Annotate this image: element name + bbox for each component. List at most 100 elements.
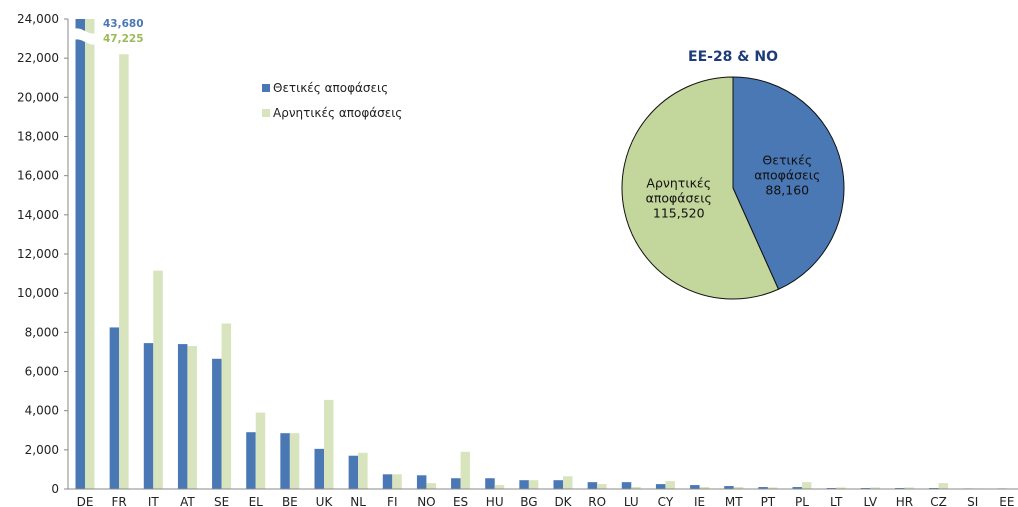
bar-negative [597, 484, 607, 489]
legend-swatch [262, 84, 270, 92]
x-tick-label: DE [77, 495, 94, 507]
x-tick-label: UK [316, 495, 334, 507]
bar-negative [494, 485, 505, 489]
legend-label: Θετικές αποφάσεις [273, 81, 388, 95]
bar-positive [621, 482, 632, 489]
y-tick-label: 10,000 [17, 286, 59, 300]
x-tick-label: AT [180, 495, 195, 507]
pie-slice-positive [732, 76, 845, 290]
x-tick-label: IT [148, 495, 160, 507]
x-tick-label: FI [387, 495, 397, 507]
bar-positive [519, 480, 529, 489]
bar-positive [75, 19, 85, 489]
bar-negative [631, 487, 641, 489]
bar-negative [699, 487, 710, 489]
bar-positive [655, 484, 666, 489]
pie-slice-value: 88,160 [765, 182, 809, 197]
y-tick-label: 16,000 [17, 169, 59, 183]
bar-positive [690, 485, 700, 489]
bar-negative [119, 54, 129, 489]
x-tick-label: CY [658, 495, 674, 507]
bar-negative [426, 483, 436, 489]
bar-negative [221, 323, 232, 489]
pie-chart: EE-28 & NOΘετικέςαποφάσεις88,160Αρνητικέ… [621, 49, 845, 300]
bar-positive [451, 478, 461, 489]
pie-slice-name: αποφάσεις [754, 167, 820, 182]
pie-slice-name: αποφάσεις [646, 191, 712, 206]
x-tick-label: PL [795, 495, 809, 507]
bar-series: 43,680 47,225 [71, 18, 1017, 489]
y-tick-label: 6,000 [25, 365, 59, 379]
x-tick-label: SI [967, 495, 978, 507]
y-axis: 0 2,000 4,000 6,000 8,000 10,000 12,000 14,000 1… [17, 12, 69, 496]
bar-negative [187, 346, 197, 489]
bar-negative [324, 399, 334, 489]
bar-positive [177, 344, 188, 489]
pie-slice-name: Θετικές [762, 152, 812, 167]
x-tick-label: HU [486, 495, 504, 507]
pie-slice-value: 115,520 [653, 206, 705, 221]
bar-negative [665, 481, 675, 489]
y-tick-label: 24,000 [17, 12, 59, 26]
bar-negative [733, 487, 744, 489]
bar-negative [836, 487, 846, 489]
x-tick-label: EL [249, 495, 264, 507]
x-tick-label: IE [694, 495, 705, 507]
x-tick-label: RO [588, 495, 606, 507]
bar-negative [153, 270, 163, 489]
x-tick-label: DK [554, 495, 572, 507]
bar-positive [348, 455, 359, 489]
bar-negative [85, 19, 95, 489]
bar-negative [358, 452, 368, 489]
bar-positive [109, 327, 120, 489]
x-tick-label: CZ [930, 495, 947, 507]
x-tick-label: BE [282, 495, 298, 507]
bar-positive [758, 487, 768, 489]
y-tick-label: 0 [51, 482, 59, 496]
y-tick-label: 18,000 [17, 130, 59, 144]
bar-negative [870, 487, 880, 489]
bar-negative [563, 476, 573, 489]
bar-negative [802, 482, 812, 489]
y-tick-label: 2,000 [25, 443, 59, 457]
bar-positive [553, 480, 563, 489]
bar-positive [724, 486, 734, 489]
bar-positive [485, 478, 495, 489]
bar-positive [792, 487, 802, 489]
x-tick-label: FR [112, 495, 127, 507]
bar-positive [587, 482, 598, 489]
x-tick-label: NL [350, 495, 366, 507]
x-tick-label: LU [624, 495, 639, 507]
x-tick-label: LT [830, 495, 843, 507]
bar-negative [289, 433, 300, 489]
legend-label: Αρνητικές αποφάσεις [273, 106, 402, 120]
legend: Θετικές αποφάσεις Αρνητικές αποφάσεις [262, 81, 402, 120]
bar-positive [382, 474, 393, 489]
pie-slice-negative [621, 76, 780, 300]
y-tick-label: 12,000 [17, 247, 59, 261]
bar-positive [246, 432, 256, 489]
x-tick-label: BG [520, 495, 537, 507]
pie-title: EE-28 & NO [688, 49, 778, 65]
x-tick-label: MT [725, 495, 743, 507]
axis-break-mark [71, 28, 99, 45]
x-tick-label: HR [896, 495, 913, 507]
y-tick-label: 22,000 [17, 51, 59, 65]
bar-negative [460, 451, 471, 489]
x-tick-label: PT [761, 495, 776, 507]
bar-negative [255, 412, 266, 489]
pie-slice-name: Αρνητικές [646, 176, 711, 191]
bar-negative [904, 487, 914, 489]
overflow-value-label: 47,225 [103, 33, 144, 45]
bar-positive [212, 358, 222, 489]
bar-negative [767, 487, 778, 489]
overflow-value-label: 43,680 [103, 18, 144, 30]
bar-negative [528, 480, 539, 489]
bar-negative [392, 474, 402, 489]
y-tick-label: 4,000 [25, 404, 59, 418]
x-tick-label: NO [417, 495, 435, 507]
bar-positive [143, 343, 154, 489]
x-axis: DE FR IT AT SE EL BE UK NL FI NO ES HU BG DK RO LU CY IE MT… [68, 488, 1018, 507]
bar-positive [280, 433, 290, 489]
